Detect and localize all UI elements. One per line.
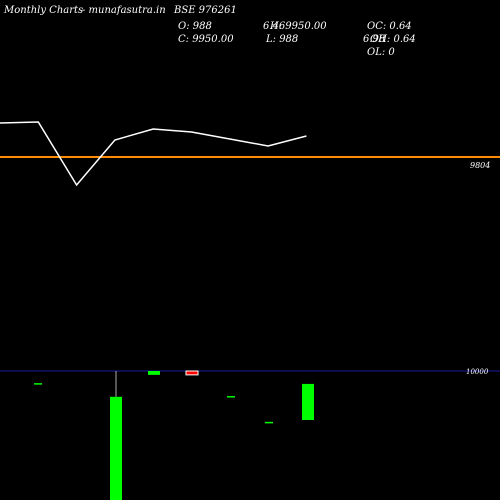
chart-symbol: BSE 976261 bbox=[174, 5, 237, 16]
series-line bbox=[0, 121, 307, 187]
overlap-label-top: 6.46 bbox=[263, 21, 286, 32]
candle-body bbox=[302, 383, 314, 421]
candle-body bbox=[185, 370, 199, 376]
ol-value: OL: 0 bbox=[367, 47, 395, 58]
chart-source: - munafasutra.in bbox=[82, 5, 166, 16]
candle-body bbox=[148, 371, 160, 375]
close-value: C: 9950.00 bbox=[178, 34, 234, 45]
oh-value: OH: 0.64 bbox=[370, 34, 416, 45]
reference-label-10000: 10000 bbox=[466, 368, 489, 376]
high-value: H: 9950.00 bbox=[270, 21, 327, 32]
oc-value: OC: 0.64 bbox=[367, 21, 412, 32]
chart-brand: Monthly Charts bbox=[4, 5, 84, 16]
low-value: L: 988 bbox=[266, 34, 299, 45]
reference-label-9804: 9804 bbox=[470, 161, 490, 170]
candle-body bbox=[110, 396, 122, 500]
open-value: O: 988 bbox=[178, 21, 212, 32]
overlap-label-bottom: 6.98 bbox=[363, 34, 386, 45]
